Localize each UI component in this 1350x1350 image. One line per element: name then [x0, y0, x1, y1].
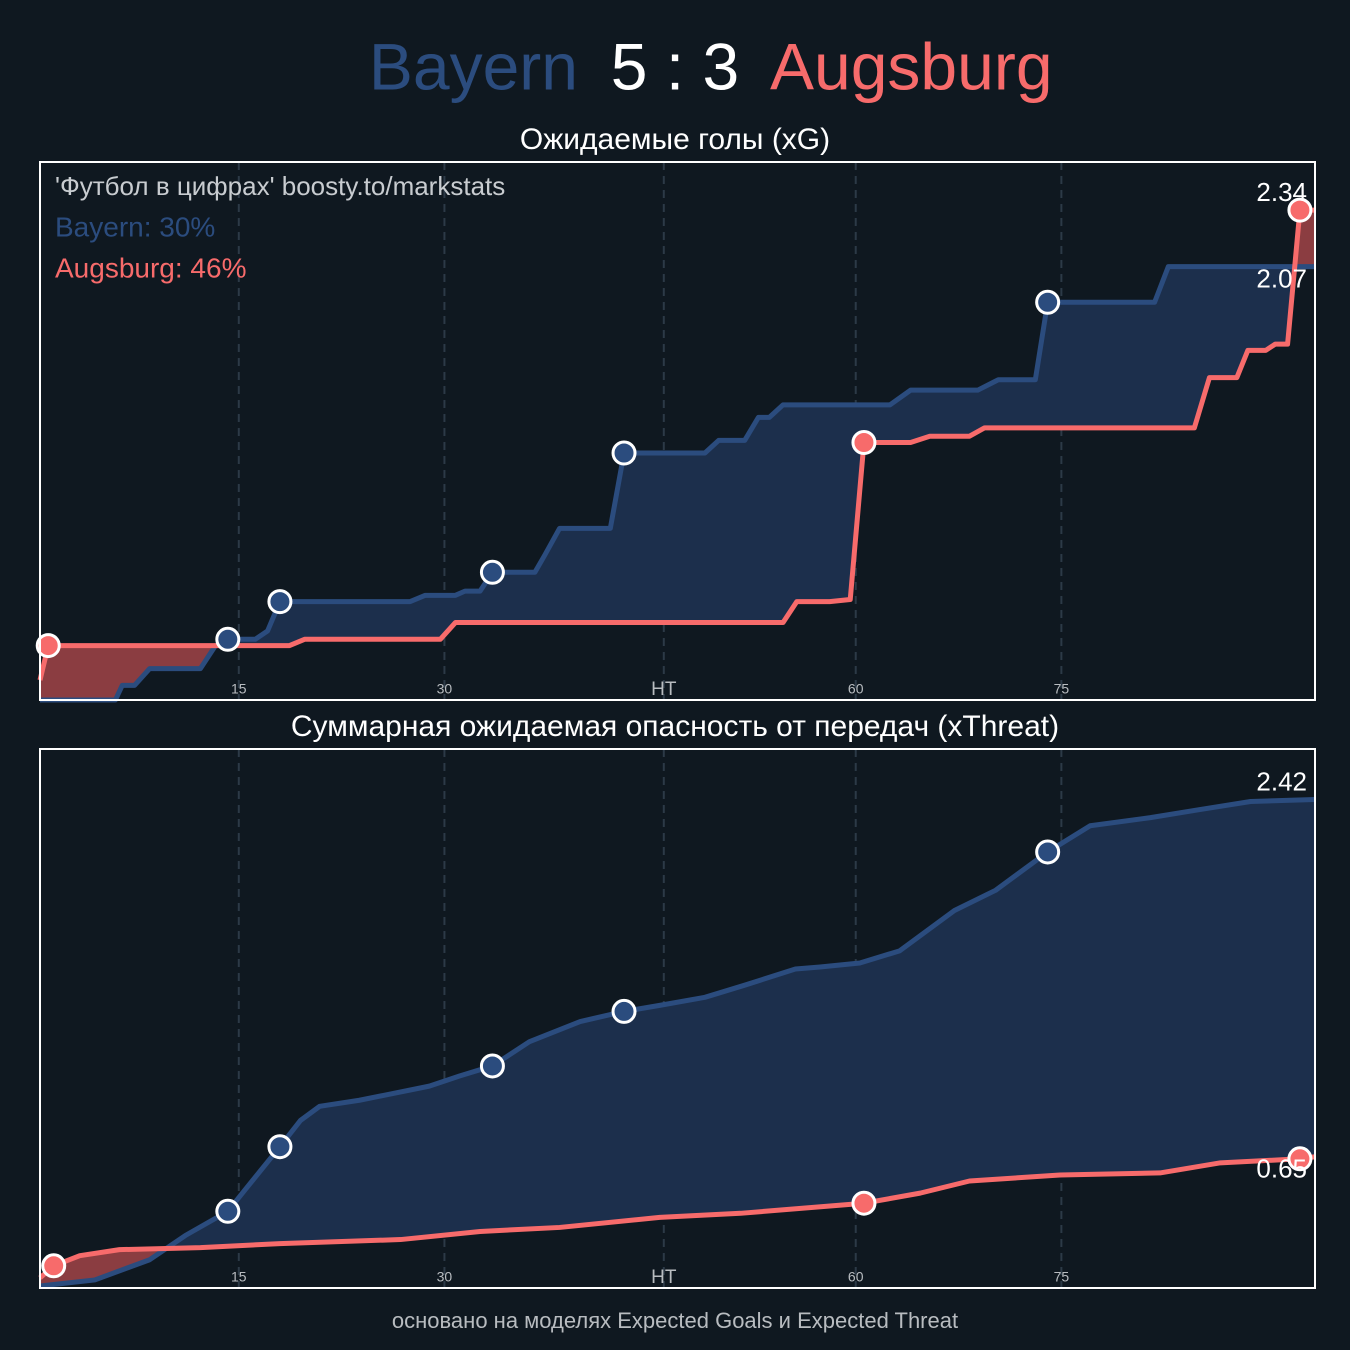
x-tick-label: HT	[651, 1267, 677, 1288]
goal-marker	[267, 589, 293, 615]
x-tick-label: 60	[848, 681, 864, 697]
series-line	[37, 207, 1315, 681]
goal-marker	[851, 430, 877, 456]
end-value-label: 2.07	[1256, 264, 1307, 294]
x-tick-label: HT	[651, 679, 677, 700]
plot-frame	[39, 748, 1316, 1289]
home-team: Bayern	[369, 29, 578, 103]
score: 5 : 3	[611, 29, 739, 103]
end-value-label: 2.34	[1256, 177, 1307, 207]
annotation: Augsburg: 46%	[55, 252, 246, 283]
chart-title: Ожидаемые голы (xG)	[520, 123, 830, 156]
footer: основано на моделях Expected Goals и Exp…	[392, 1308, 958, 1333]
goal-marker	[215, 626, 241, 652]
goal-marker	[479, 559, 505, 585]
goal-marker	[851, 1190, 877, 1216]
goal-marker	[267, 1134, 293, 1160]
goal-marker	[41, 1253, 67, 1279]
goal-marker	[479, 1053, 505, 1079]
area-fill	[40, 799, 1315, 1286]
x-tick-label: 75	[1054, 1269, 1070, 1285]
goal-marker	[611, 440, 637, 466]
goal-marker	[1287, 1146, 1313, 1172]
x-tick-label: 30	[437, 681, 453, 697]
x-tick-label: 15	[231, 1269, 247, 1285]
end-value-label: 0.65	[1256, 1154, 1307, 1184]
x-tick-label: 60	[848, 1269, 864, 1285]
plot-frame	[39, 161, 1316, 701]
end-value-label: 2.42	[1256, 766, 1307, 796]
annotation: Bayern: 30%	[55, 211, 215, 242]
series-line	[38, 1154, 1316, 1280]
goal-marker	[1035, 839, 1061, 865]
goal-marker	[35, 633, 61, 659]
annotation: 'Футбол в цифрах' boosty.to/markstats	[55, 171, 505, 201]
x-tick-label: 30	[437, 1269, 453, 1285]
goal-marker	[1287, 197, 1313, 223]
x-tick-label: 75	[1054, 681, 1070, 697]
goal-marker	[215, 1198, 241, 1224]
goal-marker	[1035, 289, 1061, 315]
away-team: Augsburg	[770, 29, 1053, 103]
goal-marker	[611, 998, 637, 1024]
x-tick-label: 15	[231, 681, 247, 697]
chart-title: Суммарная ожидаемая опасность от передач…	[291, 710, 1059, 743]
